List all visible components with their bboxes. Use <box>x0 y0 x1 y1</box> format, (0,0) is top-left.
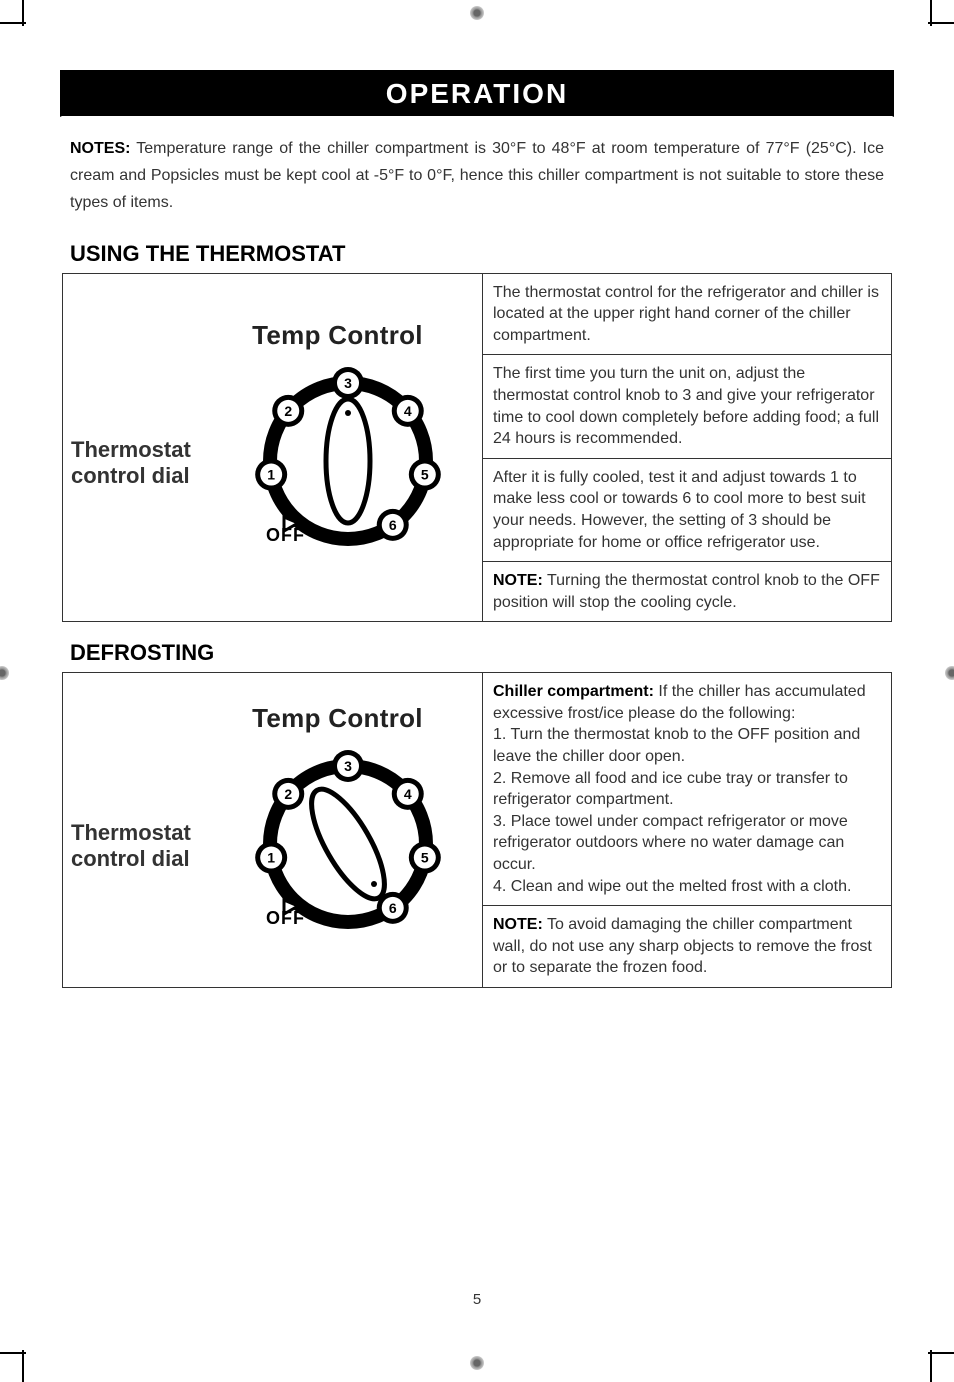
block-bold-label: NOTE: <box>493 572 543 589</box>
thermostat-right: The thermostat control for the refrigera… <box>483 274 891 622</box>
svg-text:3: 3 <box>344 375 352 391</box>
notes-text: Temperature range of the chiller compart… <box>70 140 884 211</box>
dial-label-line1: Thermostat <box>71 437 191 462</box>
thermostat-dial-icon: 1 2 3 4 5 6 OFF <box>228 361 448 561</box>
thermostat-left: Thermostat control dial Temp Control 1 2 3… <box>63 274 483 622</box>
block-bold-label: Chiller compartment: <box>493 683 654 700</box>
defrosting-left: Thermostat control dial Temp Control 1 2 3… <box>63 673 483 987</box>
svg-text:5: 5 <box>420 467 428 483</box>
svg-text:4: 4 <box>403 403 411 419</box>
dial-label2-line1: Thermostat <box>71 820 191 845</box>
block-text: If the chiller has accumulated excessive… <box>493 683 866 894</box>
text-block: After it is fully cooled, test it and ad… <box>483 459 891 562</box>
defrosting-heading: DEFROSTING <box>70 640 894 666</box>
block-text: Turning the thermostat control knob to t… <box>493 572 880 611</box>
page-number: 5 <box>0 1291 954 1308</box>
svg-text:6: 6 <box>388 517 396 533</box>
text-block: NOTE: Turning the thermostat control kno… <box>483 562 891 621</box>
dial-label-2: Thermostat control dial <box>71 820 201 873</box>
svg-text:2: 2 <box>284 786 292 802</box>
off-label-2: OFF <box>266 908 305 928</box>
section-bar: OPERATION <box>60 70 894 117</box>
svg-text:5: 5 <box>420 850 428 866</box>
notes-label: NOTES: <box>70 140 130 157</box>
block-bold-label: NOTE: <box>493 916 543 933</box>
defrosting-panel: Thermostat control dial Temp Control 1 2 3… <box>62 672 892 988</box>
thermostat-panel: Thermostat control dial Temp Control 1 2 3… <box>62 273 892 623</box>
defrosting-right: Chiller compartment: If the chiller has … <box>483 673 891 987</box>
text-block: The first time you turn the unit on, adj… <box>483 355 891 458</box>
svg-text:1: 1 <box>267 467 275 483</box>
dial-label2-line2: control dial <box>71 846 190 871</box>
svg-text:2: 2 <box>284 403 292 419</box>
text-block: NOTE: To avoid damaging the chiller comp… <box>483 906 891 987</box>
notes-paragraph: NOTES: Temperature range of the chiller … <box>70 135 884 217</box>
dial-label: Thermostat control dial <box>71 437 201 490</box>
text-block: Chiller compartment: If the chiller has … <box>483 673 891 906</box>
dial-column-2: Temp Control 1 2 3 4 5 6 OFF <box>201 703 474 949</box>
temp-control-title-2: Temp Control <box>201 703 474 734</box>
dial-column: Temp Control 1 2 3 4 5 6 OFF <box>201 320 474 566</box>
dial-label-line2: control dial <box>71 463 190 488</box>
svg-text:1: 1 <box>267 850 275 866</box>
svg-text:3: 3 <box>344 758 352 774</box>
text-block: The thermostat control for the refrigera… <box>483 274 891 356</box>
svg-text:4: 4 <box>403 786 411 802</box>
thermostat-dial-icon-2: 1 2 3 4 5 6 OFF <box>228 744 448 944</box>
thermostat-heading: USING THE THERMOSTAT <box>70 241 894 267</box>
temp-control-title: Temp Control <box>201 320 474 351</box>
svg-text:6: 6 <box>388 900 396 916</box>
off-label: OFF <box>266 525 305 545</box>
block-text: To avoid damaging the chiller compartmen… <box>493 916 872 976</box>
